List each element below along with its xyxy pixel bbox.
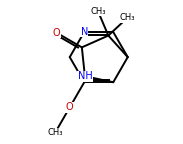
- Text: CH₃: CH₃: [90, 7, 106, 16]
- Text: O: O: [66, 102, 74, 112]
- Text: O: O: [53, 28, 61, 38]
- Text: N: N: [81, 27, 88, 37]
- Text: NH: NH: [78, 71, 92, 81]
- Text: CH₃: CH₃: [120, 13, 135, 22]
- Text: CH₃: CH₃: [48, 128, 63, 137]
